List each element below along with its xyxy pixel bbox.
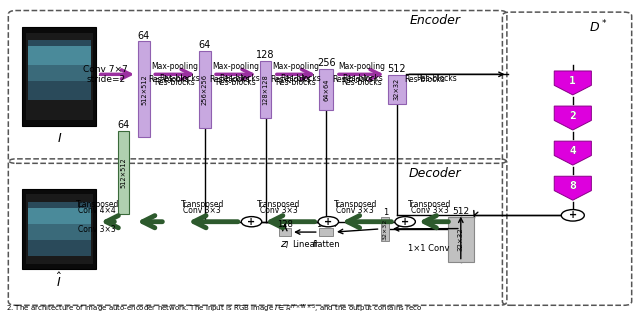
Text: Res-blocks: Res-blocks — [342, 74, 383, 83]
FancyBboxPatch shape — [26, 33, 93, 120]
Polygon shape — [554, 141, 591, 165]
Text: +: + — [248, 217, 255, 227]
Text: 64: 64 — [198, 40, 211, 50]
Text: stride=2: stride=2 — [86, 75, 125, 84]
Text: 2: 2 — [570, 111, 576, 121]
Text: 64: 64 — [117, 120, 130, 130]
FancyBboxPatch shape — [118, 131, 129, 214]
FancyBboxPatch shape — [28, 208, 91, 240]
Text: 1024: 1024 — [316, 220, 337, 229]
FancyBboxPatch shape — [26, 194, 93, 264]
FancyBboxPatch shape — [138, 41, 150, 137]
FancyBboxPatch shape — [279, 228, 291, 236]
Text: Res-blocks: Res-blocks — [341, 78, 381, 87]
Circle shape — [318, 217, 339, 227]
Circle shape — [395, 217, 415, 227]
Text: 4: 4 — [570, 146, 576, 156]
Polygon shape — [554, 106, 591, 130]
Text: 128×128: 128×128 — [262, 74, 269, 105]
FancyBboxPatch shape — [319, 228, 333, 236]
Text: $z_I$: $z_I$ — [280, 239, 290, 251]
Text: 64×64: 64×64 — [323, 78, 330, 100]
Text: Res-blocks: Res-blocks — [280, 74, 321, 83]
Circle shape — [561, 210, 584, 221]
FancyBboxPatch shape — [388, 75, 406, 104]
Text: 256: 256 — [317, 58, 336, 68]
Text: +: + — [401, 217, 409, 227]
Text: flatten: flatten — [312, 240, 340, 249]
Circle shape — [241, 217, 262, 227]
Text: Decoder: Decoder — [409, 167, 461, 180]
Text: 128: 128 — [257, 50, 275, 60]
Text: 32×32: 32×32 — [383, 218, 388, 240]
Text: Transposed: Transposed — [333, 200, 377, 209]
FancyBboxPatch shape — [199, 51, 211, 128]
FancyBboxPatch shape — [22, 189, 96, 269]
Text: Res-blocks: Res-blocks — [332, 75, 373, 84]
Text: Conv 3×3: Conv 3×3 — [184, 206, 221, 215]
FancyBboxPatch shape — [28, 208, 91, 224]
Text: 4: 4 — [570, 146, 576, 156]
Text: 2. The architecture of image auto-encoder network. The input is RGB image $I \in: 2. The architecture of image auto-encode… — [6, 303, 422, 315]
Text: 2: 2 — [570, 111, 576, 121]
FancyBboxPatch shape — [28, 49, 91, 81]
Text: 512×512: 512×512 — [120, 157, 127, 188]
FancyBboxPatch shape — [448, 217, 474, 262]
Text: 512: 512 — [452, 207, 469, 216]
Text: 1: 1 — [383, 208, 388, 217]
Text: 1: 1 — [570, 76, 576, 85]
FancyBboxPatch shape — [22, 27, 96, 126]
Text: 512: 512 — [387, 64, 406, 74]
Text: $D^*$: $D^*$ — [589, 19, 607, 35]
Text: 1: 1 — [570, 76, 576, 85]
Text: Max-pooling: Max-pooling — [273, 63, 319, 71]
Text: 256×256: 256×256 — [202, 74, 208, 105]
Text: Conv 7×7: Conv 7×7 — [83, 65, 128, 74]
Text: 1×1 Conv: 1×1 Conv — [408, 244, 449, 253]
FancyBboxPatch shape — [260, 61, 271, 118]
Text: Res-blocks: Res-blocks — [220, 74, 260, 83]
Text: Max-pooling: Max-pooling — [212, 63, 259, 71]
Text: Conv 3×3: Conv 3×3 — [79, 225, 116, 234]
Text: Conv 3×3: Conv 3×3 — [260, 206, 297, 215]
Text: Res-blocks: Res-blocks — [404, 75, 445, 84]
Text: Res-blocks: Res-blocks — [159, 74, 200, 83]
Text: 8: 8 — [570, 181, 576, 191]
Text: Res-blocks: Res-blocks — [148, 75, 189, 84]
FancyBboxPatch shape — [319, 69, 333, 110]
Text: +: + — [569, 210, 577, 220]
Text: Max-pooling: Max-pooling — [338, 63, 385, 71]
FancyBboxPatch shape — [28, 40, 91, 100]
FancyBboxPatch shape — [381, 217, 390, 241]
Text: +: + — [324, 217, 332, 227]
Text: Encoder: Encoder — [410, 14, 461, 27]
Text: Transposed: Transposed — [76, 200, 119, 209]
Text: Res-blocks: Res-blocks — [270, 75, 311, 84]
Text: Transposed: Transposed — [408, 200, 452, 209]
Text: 32×32: 32×32 — [458, 227, 464, 251]
Text: 512×512: 512×512 — [141, 74, 147, 105]
Text: Transposed: Transposed — [180, 200, 224, 209]
Text: Res-blocks: Res-blocks — [209, 75, 250, 84]
Text: $\hat{I}$: $\hat{I}$ — [56, 272, 62, 290]
Text: Transposed: Transposed — [257, 200, 300, 209]
Text: Res-blocks: Res-blocks — [417, 74, 458, 83]
Text: Conv 3×3: Conv 3×3 — [337, 206, 374, 215]
FancyBboxPatch shape — [28, 202, 91, 256]
Text: Conv 4×4: Conv 4×4 — [79, 206, 116, 215]
Text: Res-blocks: Res-blocks — [276, 78, 316, 87]
Text: 32×32: 32×32 — [394, 78, 400, 100]
Text: 64: 64 — [138, 31, 150, 41]
Text: Res-blocks: Res-blocks — [216, 78, 256, 87]
FancyBboxPatch shape — [28, 46, 91, 65]
Text: Conv 3×3: Conv 3×3 — [412, 206, 449, 215]
Text: Linear: Linear — [292, 240, 319, 249]
Text: Res-blocks: Res-blocks — [155, 78, 195, 87]
Polygon shape — [554, 176, 591, 200]
Text: 8: 8 — [570, 181, 576, 191]
Text: 128: 128 — [277, 220, 292, 229]
Text: Max-pooling: Max-pooling — [152, 63, 198, 71]
Text: $I$: $I$ — [56, 132, 62, 145]
Polygon shape — [554, 71, 591, 95]
